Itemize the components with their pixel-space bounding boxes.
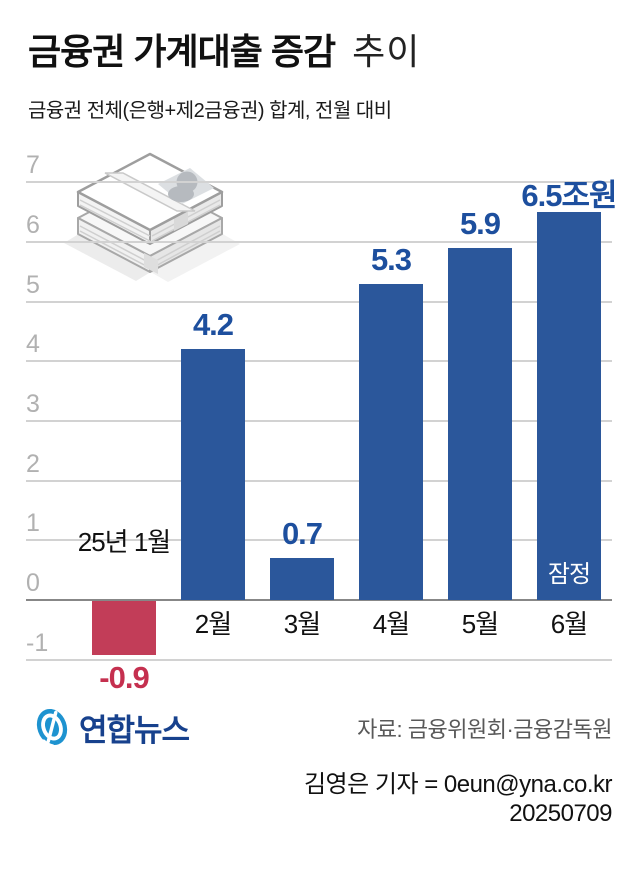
money-stack-icon	[64, 152, 240, 282]
value-label: 0.7	[281, 516, 323, 552]
bar-2월	[181, 349, 245, 600]
yonhap-logo: 연합뉴스	[32, 704, 190, 750]
page-title-light: 추이	[352, 31, 421, 72]
gridline	[26, 360, 612, 363]
bar-4월	[359, 283, 423, 600]
gridline	[26, 181, 612, 184]
bar-5월	[448, 247, 512, 600]
byline-date: 20250709	[509, 800, 612, 827]
category-label: 4월	[372, 609, 410, 639]
provisional-label: 잠정	[547, 561, 591, 588]
category-label: 5월	[461, 609, 499, 639]
gridline	[26, 539, 612, 542]
page-title: 금융권 가계대출 증감 추이	[28, 30, 420, 74]
y-tick-label: -1	[26, 628, 49, 657]
gridline	[26, 479, 612, 482]
page-title-strong: 금융권 가계대출 증감	[28, 31, 336, 72]
value-label: 5.9	[459, 205, 501, 241]
category-label: 6월	[550, 609, 588, 639]
byline-reporter: 김영은 기자 = 0eun@yna.co.kr	[303, 771, 613, 798]
y-tick-label: 5	[26, 270, 40, 299]
value-label: 4.2	[192, 307, 234, 343]
category-label: 3월	[283, 609, 321, 639]
y-tick-label: 3	[26, 389, 40, 418]
gridline	[26, 240, 612, 243]
value-label: 6.5조원	[521, 177, 617, 213]
yonhap-logo-text: 연합뉴스	[79, 712, 190, 748]
source-credit: 자료: 금융위원회·금융감독원	[357, 717, 612, 742]
bar-3월	[270, 558, 334, 600]
bar-6월	[537, 211, 601, 600]
category-label: 2월	[194, 609, 232, 639]
y-tick-label: 4	[26, 330, 40, 359]
zero-axis-line	[26, 599, 612, 601]
chart-subtitle: 금융권 전체(은행+제2금융권) 합계, 전월 대비	[28, 100, 392, 122]
value-label: -0.9	[99, 659, 149, 695]
gridline	[26, 419, 612, 422]
yonhap-logo-icon	[36, 708, 68, 747]
gridline	[26, 658, 612, 661]
value-label: 5.3	[370, 241, 412, 277]
byline: 김영은 기자 = 0eun@yna.co.kr 20250709	[303, 770, 613, 828]
y-tick-label: 7	[26, 151, 40, 180]
y-tick-label: 6	[26, 210, 40, 239]
y-tick-label: 0	[26, 569, 40, 597]
bar-25년 1월	[92, 601, 156, 655]
gridline	[26, 300, 612, 303]
y-tick-label: 2	[26, 449, 40, 478]
y-tick-label: 1	[26, 509, 40, 538]
category-label: 25년 1월	[77, 527, 171, 557]
